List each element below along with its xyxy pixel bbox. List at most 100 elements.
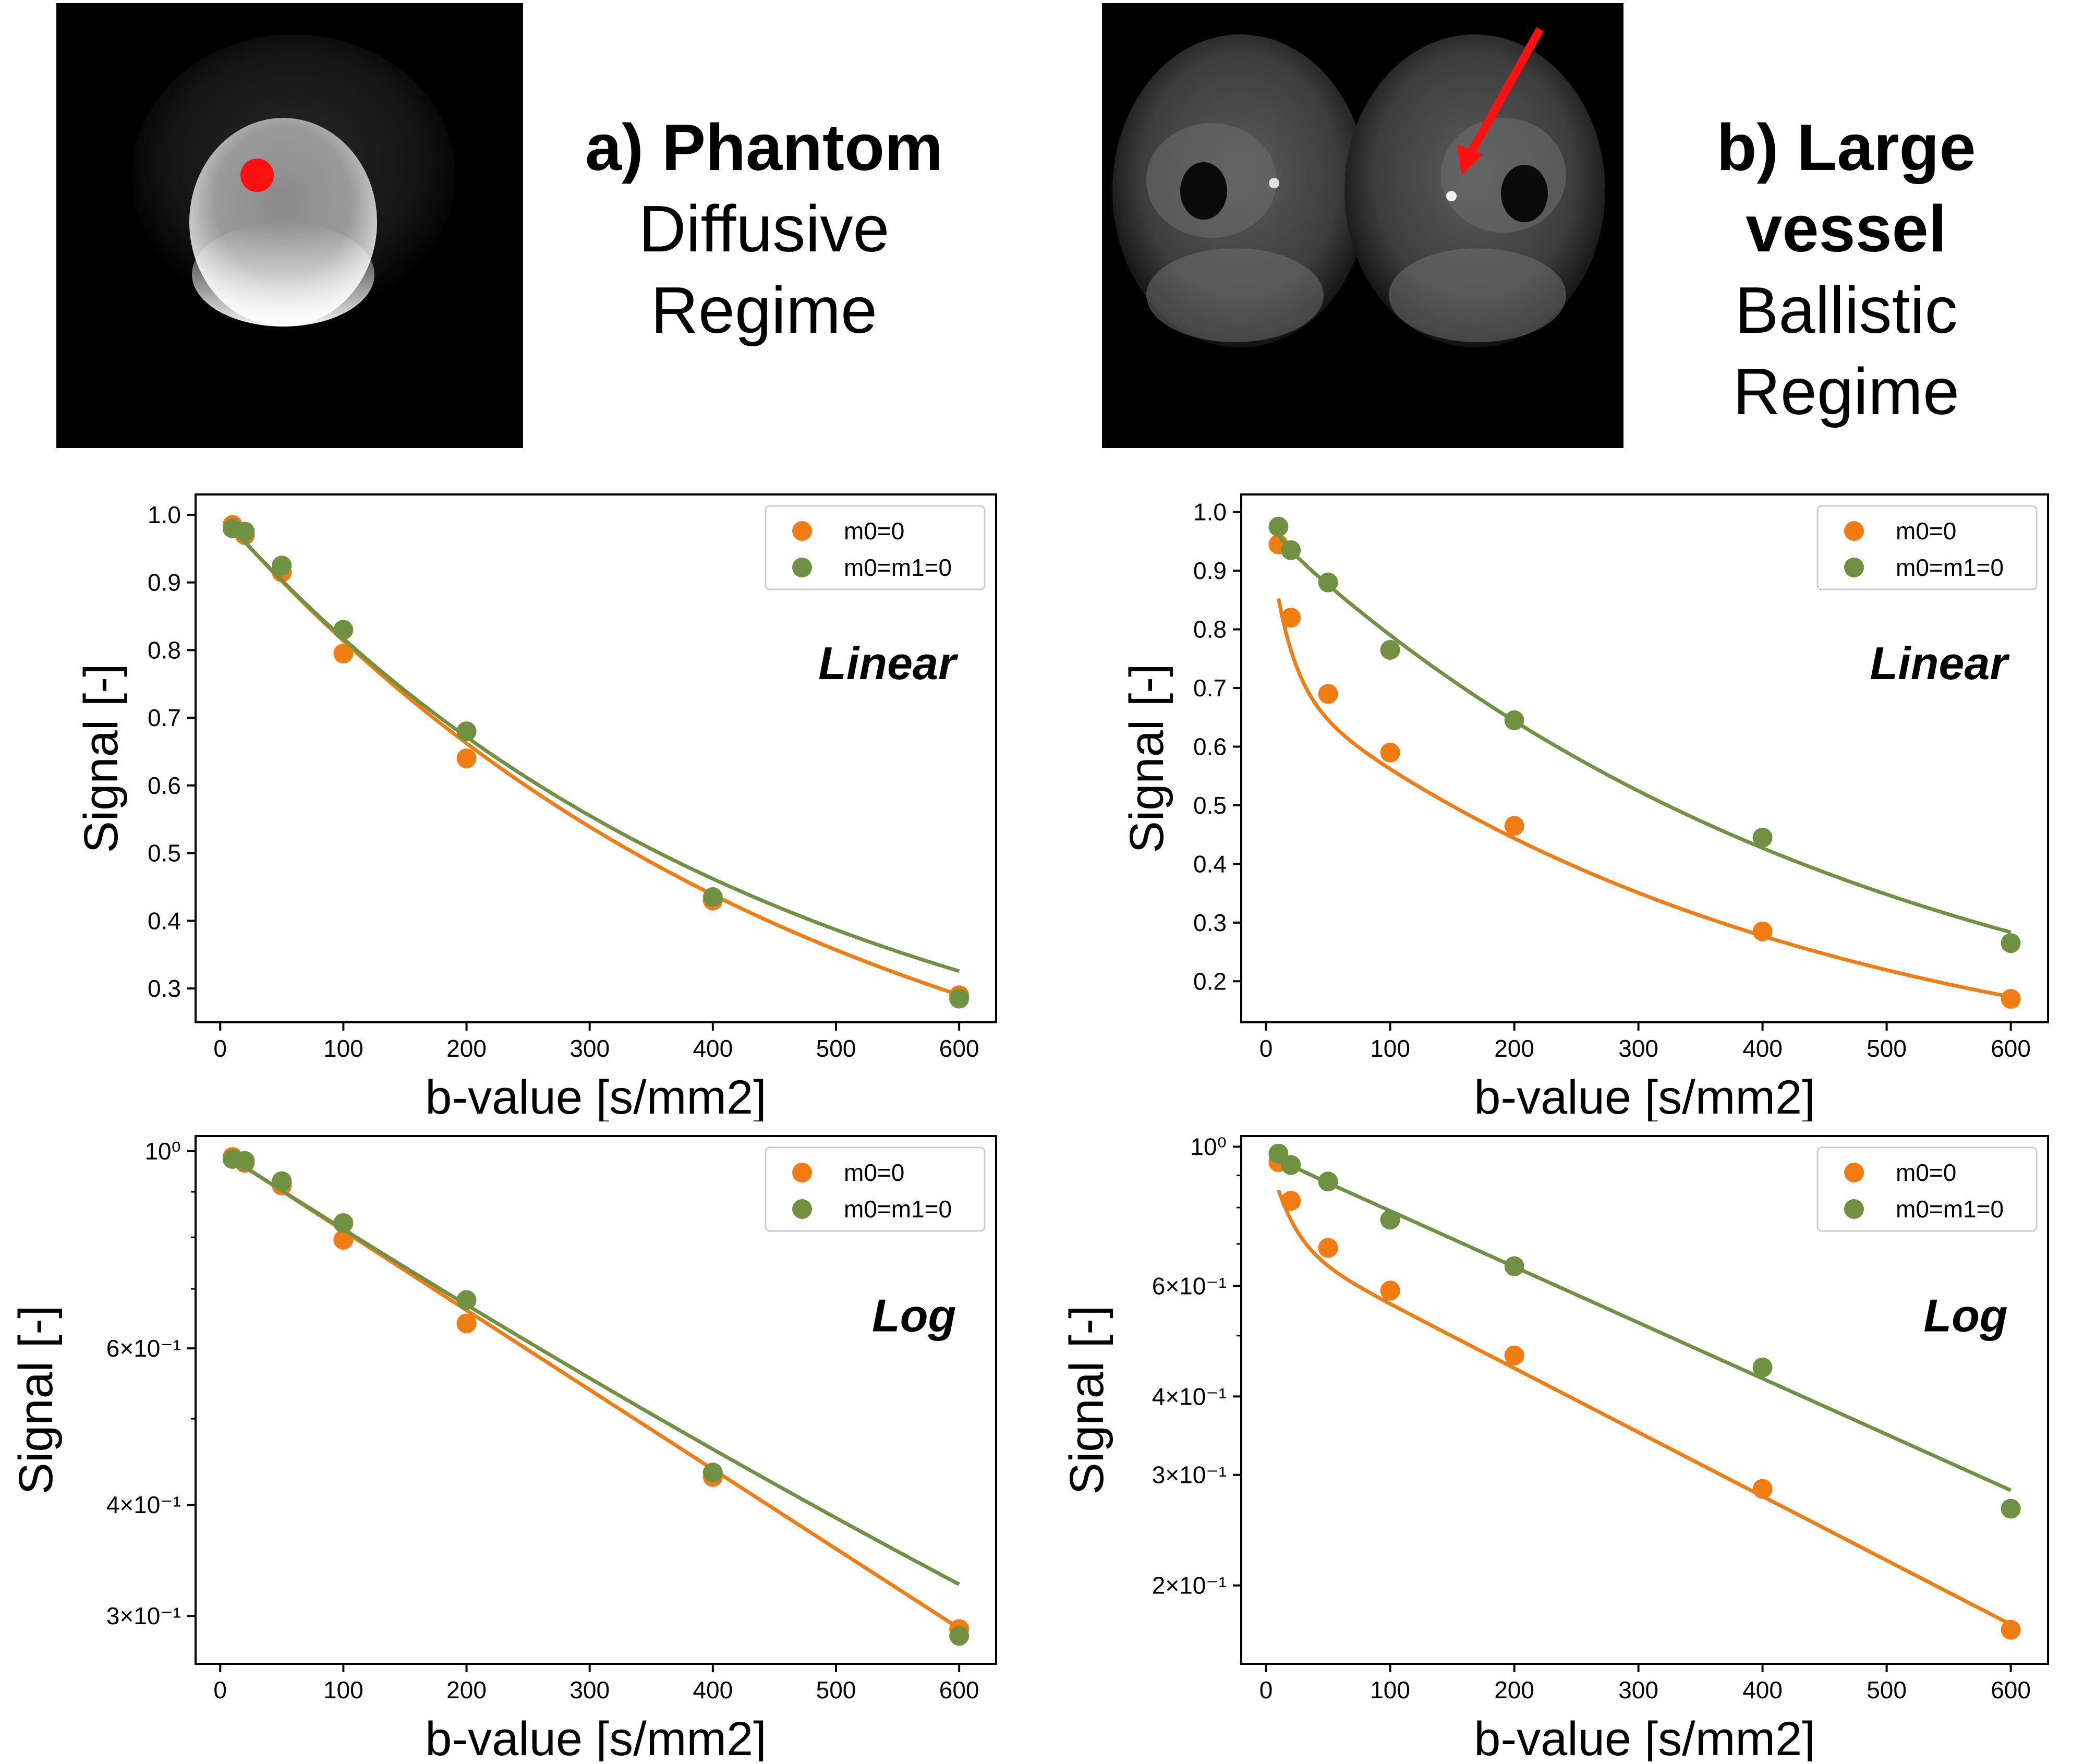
x-tick-label: 400 (693, 1035, 733, 1062)
x-tick-label: 0 (1259, 1035, 1273, 1062)
data-point-m0m1 (272, 555, 292, 576)
data-point-m0m1 (235, 522, 255, 542)
data-point-m0 (456, 1313, 477, 1334)
scale-annotation: Log (1923, 1289, 2007, 1341)
x-tick-label: 200 (446, 1676, 487, 1703)
plot-frame (1240, 1135, 2049, 1665)
y-tick-label: 3×10⁻¹ (106, 1602, 181, 1629)
data-point-m0m1 (702, 887, 723, 907)
fit-line-m0 (1277, 1189, 2012, 1626)
x-tick-label: 600 (1991, 1676, 2031, 1703)
x-tick-label: 500 (1867, 1035, 1907, 1062)
x-tick-label: 400 (1742, 1035, 1783, 1062)
data-point-m0m1 (1752, 1357, 1773, 1378)
x-tick-label: 500 (1867, 1676, 1907, 1703)
y-tick-label: 0.3 (148, 975, 181, 1002)
chart-b-linear: 0 100 200 300 400 500 600 0.2 0.3 0.4 0.5 0.6 0.7 0.8… (1043, 480, 2076, 1124)
x-tick-label: 100 (1370, 1035, 1410, 1062)
y-axis-label: Signal [-] (1060, 1305, 1113, 1494)
data-point-m0 (2001, 989, 2021, 1009)
legend-label: m0=0 (1896, 1159, 1956, 1186)
x-tick-label: 400 (1742, 1676, 1783, 1703)
legend-box (1816, 505, 2038, 590)
y-tick-label: 6×10⁻¹ (106, 1335, 181, 1362)
x-tick-label: 400 (693, 1676, 733, 1703)
x-tick-label: 100 (323, 1035, 364, 1062)
panel-b-line3: Ballistic (1735, 273, 1958, 347)
y-tick-label: 0.7 (148, 704, 181, 731)
x-axis-label: b-value [s/mm2] (425, 1712, 766, 1761)
legend-marker-m0 (792, 1163, 812, 1182)
data-point-m0m1 (333, 1213, 354, 1233)
y-axis-label: Signal [-] (75, 663, 128, 853)
x-tick-label: 500 (816, 1676, 856, 1703)
phantom-roi-marker (240, 159, 274, 192)
y-tick-label: 0.6 (148, 772, 181, 799)
data-point-m0 (1281, 608, 1301, 628)
data-point-m0m1 (2001, 933, 2021, 953)
y-tick-label: 0.4 (148, 907, 181, 934)
y-tick-label: 0.5 (148, 840, 181, 867)
scale-annotation: Linear (1870, 637, 2010, 689)
x-tick-label: 600 (939, 1035, 979, 1062)
panel-a-line3: Regime (650, 273, 878, 347)
y-tick-label: 3×10⁻¹ (1152, 1461, 1227, 1489)
data-point-m0 (1504, 816, 1524, 836)
data-point-m0m1 (949, 988, 970, 1009)
y-tick-label: 2×10⁻¹ (1152, 1572, 1227, 1599)
x-tick-label: 300 (1618, 1035, 1658, 1062)
data-point-m0m1 (1318, 572, 1338, 593)
plot-frame (1240, 493, 2049, 1023)
x-axis-label: b-value [s/mm2] (1474, 1712, 1815, 1761)
x-tick-label: 300 (1618, 1676, 1658, 1703)
data-point-m0m1 (1752, 827, 1773, 848)
data-point-m0m1 (949, 1626, 970, 1646)
legend-box (765, 1146, 986, 1232)
legend-label: m0=m1=0 (1896, 554, 2004, 581)
chart-svg: 0 100 200 300 400 500 600 3×10⁻¹ 4×10⁻¹ 6×10⁻¹ 10⁰… (9, 1135, 997, 1764)
y-tick-label: 10⁰ (144, 1138, 181, 1165)
x-tick-label: 0 (1259, 1676, 1273, 1703)
y-tick-label: 0.9 (148, 569, 181, 596)
plot-frame (195, 493, 997, 1023)
data-point-m0 (456, 748, 477, 768)
legend-label: m0=0 (844, 517, 904, 545)
legend-label: m0=m1=0 (1896, 1195, 2004, 1223)
x-axis-label: b-value [s/mm2] (425, 1071, 766, 1121)
chart-b-log: 0 100 200 300 400 500 600 2×10⁻¹ 3×10⁻¹ 4×10⁻¹ 6×1… (1043, 1121, 2076, 1764)
panel-a-title: a) Phantom (585, 111, 943, 184)
data-point-m0m1 (1281, 540, 1301, 560)
y-axis-label: Signal [-] (1120, 663, 1173, 853)
data-point-m0 (1318, 684, 1338, 704)
legend-label: m0=m1=0 (844, 554, 952, 581)
data-point-m0m1 (702, 1463, 723, 1483)
legend-marker-m0m1 (792, 558, 812, 577)
chart-svg: 0 100 200 300 400 500 600 0.3 0.4 0.5 0.6 0.7 0.8 0.9… (75, 493, 997, 1124)
legend-label: m0=0 (1896, 517, 1956, 545)
legend-box (765, 505, 986, 590)
legend-marker-m0 (792, 521, 812, 541)
scale-annotation: Log (872, 1289, 956, 1341)
panel-a-line2: Diffusive (638, 192, 890, 265)
data-point-m0m1 (1380, 1210, 1400, 1230)
data-point-m0m1 (1504, 1256, 1524, 1276)
fit-line-m0m1 (1277, 534, 2012, 934)
x-tick-label: 300 (570, 1035, 610, 1062)
x-tick-label: 300 (570, 1676, 610, 1703)
data-point-m0m1 (272, 1171, 292, 1191)
x-axis-label: b-value [s/mm2] (1474, 1071, 1815, 1121)
data-point-m0m1 (1504, 710, 1524, 730)
chart-svg: 0 100 200 300 400 500 600 2×10⁻¹ 3×10⁻¹ 4×10⁻¹ 6×1… (1060, 1133, 2049, 1764)
data-point-m0m1 (235, 1151, 255, 1171)
chart-svg: 0 100 200 300 400 500 600 0.2 0.3 0.4 0.5 0.6 0.7 0.8… (1120, 493, 2049, 1124)
data-point-m0 (2001, 1620, 2021, 1640)
y-tick-label: 0.3 (1193, 909, 1227, 936)
fit-line-m0 (1276, 598, 2012, 999)
legend-marker-m0m1 (1844, 558, 1864, 577)
data-point-m0 (1504, 1345, 1524, 1366)
y-tick-label: 10⁰ (1190, 1133, 1227, 1160)
legend-marker-m0 (1844, 521, 1864, 541)
x-tick-label: 0 (213, 1035, 227, 1062)
data-point-m0 (333, 1229, 354, 1250)
legend-marker-m0m1 (1844, 1199, 1864, 1219)
